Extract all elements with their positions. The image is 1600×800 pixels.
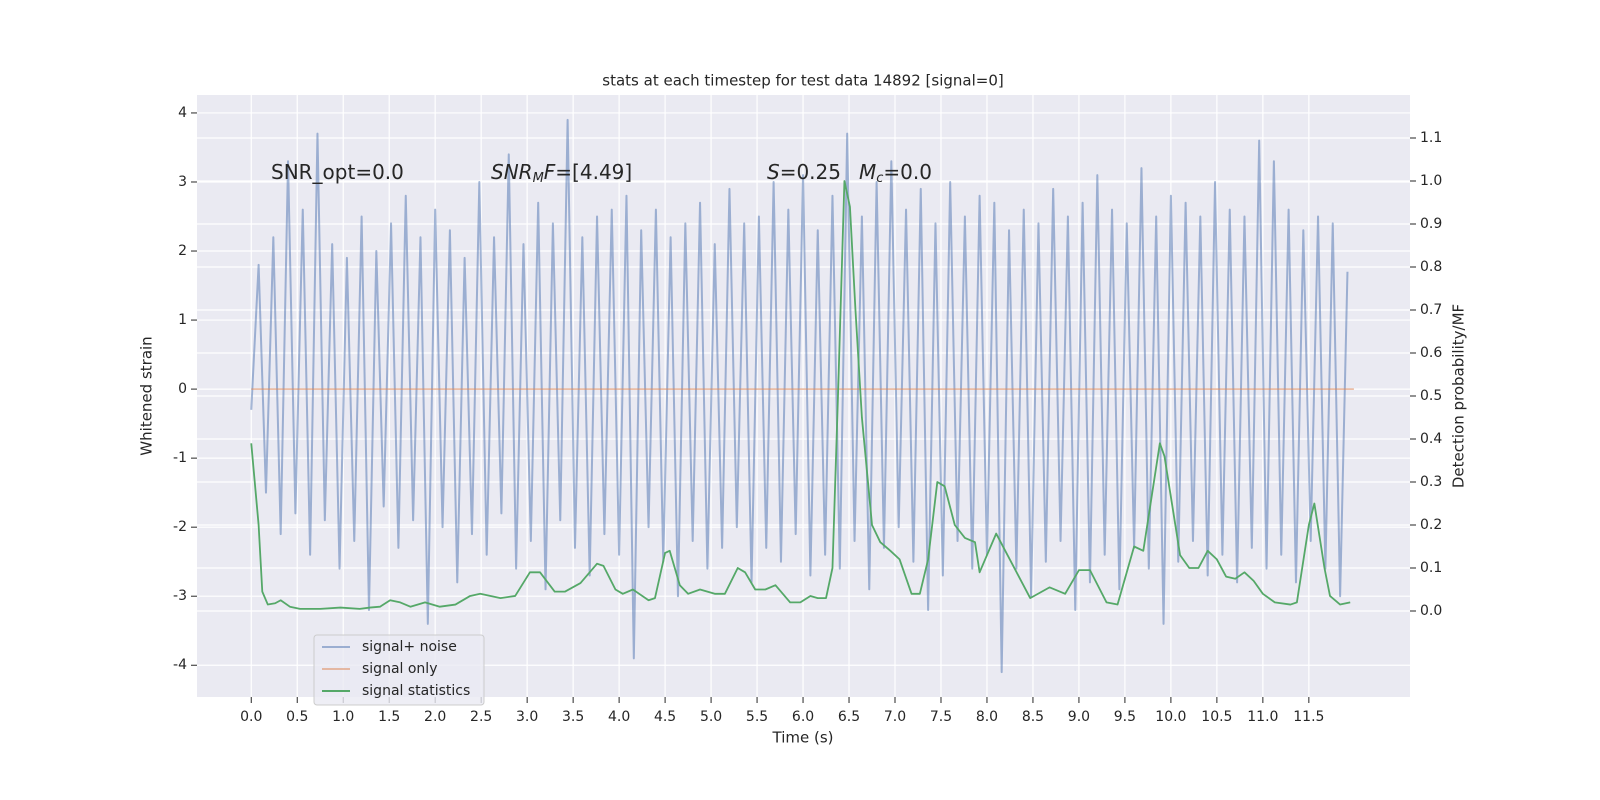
y2-tick-label: 0.5 [1420, 388, 1442, 404]
y2-tick-label: 0.2 [1420, 517, 1442, 533]
y2-tick-label: 1.0 [1420, 173, 1442, 189]
annotation: S=0.25 [767, 160, 841, 184]
x-tick-label: 0.0 [240, 709, 262, 725]
y2-tick-label: 0.1 [1420, 560, 1442, 576]
y2-tick-label: 0.6 [1420, 345, 1442, 361]
series-line [250, 118, 1349, 674]
x-tick-label: 7.0 [884, 709, 906, 725]
y-tick-label: 4 [178, 105, 187, 121]
y2-tick-label: 0.8 [1420, 259, 1442, 275]
x-tick-label: 5.0 [700, 709, 722, 725]
chart-title: stats at each timestep for test data 148… [602, 72, 1003, 90]
annotation-italic: M [859, 160, 876, 184]
x-tick-label: 1.0 [332, 709, 354, 725]
annotation-rest: F [544, 160, 556, 184]
y-tick-label: -2 [173, 519, 187, 535]
y-tick-label: -1 [173, 450, 187, 466]
y-tick-label: -3 [173, 588, 187, 604]
annotation-text: SNR_opt=0.0 [271, 160, 404, 184]
y-tick-label: 3 [178, 174, 187, 190]
annotation: Mc=0.0 [859, 160, 932, 186]
x-tick-label: 3.5 [562, 709, 584, 725]
annotation-sub: M [533, 171, 544, 186]
x-tick-label: 11.0 [1247, 709, 1278, 725]
x-tick-label: 4.0 [608, 709, 630, 725]
y2-tick-label: 0.4 [1420, 431, 1442, 447]
y-tick-label: 2 [178, 243, 187, 259]
x-tick-label: 11.5 [1293, 709, 1324, 725]
annotation: SNRMF=[4.49] [491, 160, 632, 186]
annotation-sub: c [876, 171, 883, 186]
x-tick-label: 9.5 [1114, 709, 1136, 725]
y2-tick-label: 0.3 [1420, 474, 1442, 490]
y-tick-label: 1 [178, 312, 187, 328]
y-axis-label: Whitened strain [138, 336, 156, 455]
x-tick-label: 1.5 [378, 709, 400, 725]
x-tick-label: 3.0 [516, 709, 538, 725]
y2-tick-label: 0.7 [1420, 302, 1442, 318]
x-axis-label: Time (s) [772, 729, 834, 747]
x-tick-label: 10.0 [1155, 709, 1186, 725]
annotation-text: =0.25 [780, 160, 841, 184]
x-tick-label: 0.5 [286, 709, 308, 725]
x-tick-label: 10.5 [1201, 709, 1232, 725]
x-tick-label: 6.0 [792, 709, 814, 725]
x-tick-label: 5.5 [746, 709, 768, 725]
legend-label: signal+ noise [362, 639, 457, 655]
x-tick-label: 8.5 [1022, 709, 1044, 725]
x-tick-label: 6.5 [838, 709, 860, 725]
y2-tick-label: 1.1 [1420, 130, 1442, 146]
y2-tick-label: 0.0 [1420, 603, 1442, 619]
x-tick-label: 9.0 [1068, 709, 1090, 725]
annotation-rest: =0.0 [883, 160, 932, 184]
y-tick-label: 0 [178, 381, 187, 397]
legend-label: signal statistics [362, 683, 470, 699]
y2-tick-label: 0.9 [1420, 216, 1442, 232]
y-tick-label: -4 [173, 657, 187, 673]
annotation-italic: S [767, 160, 780, 184]
series-line [250, 180, 1351, 610]
x-tick-label: 8.0 [976, 709, 998, 725]
x-tick-label: 7.5 [930, 709, 952, 725]
annotation-italic: SNR [491, 160, 533, 184]
x-tick-label: 2.0 [424, 709, 446, 725]
annotation-text: =[4.49] [555, 160, 632, 184]
legend-label: signal only [362, 661, 437, 677]
x-tick-label: 2.5 [470, 709, 492, 725]
legend-box [313, 634, 485, 706]
y2-axis-label: Detection probability/MF [1450, 304, 1468, 488]
x-tick-label: 4.5 [654, 709, 676, 725]
annotation: SNR_opt=0.0 [271, 160, 404, 184]
